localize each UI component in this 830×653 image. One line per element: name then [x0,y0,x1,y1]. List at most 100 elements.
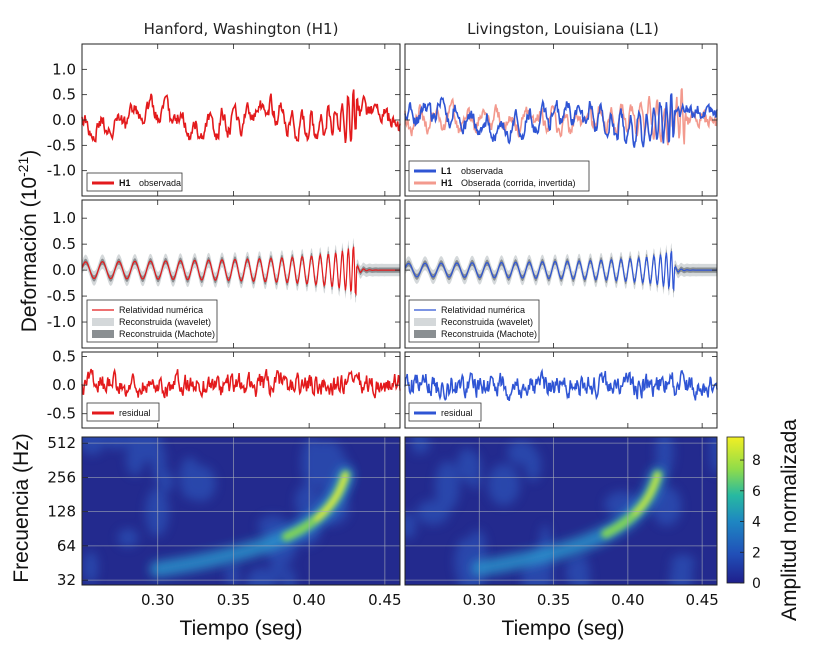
spectrogram-noise-blob-h1-2 [225,563,240,585]
spectrogram-noise-blob-h1-3 [117,528,139,548]
spectrogram-noise-blob-l1-14 [669,565,694,585]
legend-label-observed-l1-1: Obserada (corrida, invertida) [461,178,576,188]
spectrogram-noise-blob-h1-11 [82,437,107,455]
legend-swatch-reconstructed-h1-2 [92,330,114,338]
xtick-label-l1-2: 0.40 [611,591,644,609]
spectrogram-noise-blob-h1-13 [104,437,129,450]
spectrogram-ylabel: Frecuencia (Hz) [10,433,33,582]
colorbar-tick-label-1: 2 [752,545,761,561]
spectrogram-noise-blob-l1-3 [405,512,416,539]
ytick-label-r1-4: 1.0 [52,209,76,227]
col-title-h1: Hanford, Washington (H1) [144,20,339,38]
ytick-label-spectrogram-0: 32 [57,571,76,589]
spectrogram-noise-blob-h1-15 [126,441,144,476]
legend-key-observed-l1-0: L1 [441,166,452,176]
spectrogram-noise-blob-h1-9 [246,567,276,585]
legend-box-residual-l1 [408,402,482,422]
ytick-label-r0-2: 0.0 [52,111,76,129]
ytick-label-r0-1: -0.5 [47,136,76,154]
spectrogram-noise-blob-l1-23 [565,557,583,585]
legend-swatch-reconstructed-h1-1 [92,318,114,326]
spectrogram-noise-blob-l1-7 [651,486,682,526]
legend-reconstructed-l1: Relatividad numérica Reconstruida (wavele… [408,299,540,343]
ytick-label-r0-4: 1.0 [52,60,76,78]
panel-frame-r0-l1 [404,43,718,197]
legend-observed-h1: H1 observada [86,172,183,192]
legend-label-reconstructed-l1-0: Relatividad numérica [441,305,525,315]
legend-label-reconstructed-h1-0: Relatividad numérica [119,305,203,315]
spectrogram-chirp-peak-l1 [633,472,660,516]
ytick-label-r1-2: 0.0 [52,261,76,279]
legend-box-observed-l1 [408,160,590,192]
series-numerical-relativity-h1 [81,246,400,297]
ytick-label-r1-0: -1.0 [47,313,76,331]
colorbar-tick-label-2: 4 [752,515,761,531]
spectrogram-noise-blob-l1-24 [468,452,482,490]
xlabel-right: Tiempo (seg) [502,617,625,640]
panel-frame-r2-l1 [404,351,718,429]
panel-frame-r3-h1 [81,436,401,586]
spectrogram-noise-blob-l1-9 [487,463,520,506]
legend-residual-l1: residual [408,402,482,422]
spectrogram-noise-blob-l1-18 [411,437,425,455]
legend-key-observed-h1-0: H1 [119,178,131,188]
ytick-label-spectrogram-3: 256 [47,468,76,486]
ytick-label-r2-1: 0.0 [52,376,76,394]
legend-box-residual-h1 [86,402,160,422]
panel-frame-r1-h1 [81,199,401,349]
legend-residual-h1: residual [86,402,160,422]
ytick-label-r1-3: 0.5 [52,235,76,253]
legend-label-reconstructed-l1-1: Reconstruida (wavelet) [441,317,533,327]
xtick-label-h1-1: 0.35 [217,591,250,609]
colorbar-tick-label-3: 6 [752,484,761,500]
legend-label-residual-l1-0: residual [441,408,473,418]
legend-label-observed-l1-0: observada [461,166,503,176]
colorbar-tick-label-4: 8 [752,453,761,469]
spectrogram-noise-blob-l1-25 [435,461,460,511]
legend-label-reconstructed-h1-1: Reconstruida (wavelet) [119,317,211,327]
xtick-label-h1-3: 0.45 [368,591,401,609]
ytick-label-r0-3: 0.5 [52,86,76,104]
ytick-label-r0-0: -1.0 [47,162,76,180]
xtick-label-l1-0: 0.30 [463,591,496,609]
panel-frame-r3-l1 [404,436,718,586]
spectrogram-noise-blob-h1-23 [301,437,323,488]
colorbar-label: Amplitud normalizada [778,419,801,621]
panel-frame-r1-l1 [404,199,718,349]
spectrogram-noise-blob-h1-25 [145,487,169,537]
panel-frame-r2-h1 [81,351,401,429]
legend-label-reconstructed-l1-2: Reconstruida (Machote) [441,329,537,339]
ytick-label-spectrogram-4: 512 [47,434,76,452]
spectrogram-chirp-peak-h1 [314,472,348,521]
spectrogram-noise-blob-h1-20 [159,470,174,493]
spectrogram-h1 [82,437,400,585]
spectrogram-noise-blob-l1-4 [710,437,717,475]
legend-swatch-reconstructed-l1-2 [414,330,436,338]
series-residual-l1 [404,368,718,402]
shared-ylabel: Deformación (10-21) [15,150,41,332]
series-numerical-relativity-l1 [404,251,717,292]
legend-label-reconstructed-h1-2: Reconstruida (Machote) [119,329,215,339]
xtick-label-h1-0: 0.30 [141,591,174,609]
ytick-label-r1-1: -0.5 [47,287,76,305]
series-h1-shifted-inverted-line [404,88,718,146]
ytick-label-spectrogram-1: 64 [57,537,76,555]
legend-swatch-reconstructed-l1-1 [414,318,436,326]
spectrogram-noise-blob-l1-17 [507,440,536,465]
spectrogram-chirp-core-l1 [601,470,663,539]
ytick-label-r2-2: 0.5 [52,348,76,366]
spectrogram-noise-blob-h1-24 [185,465,216,502]
colorbar-gradient [726,436,745,584]
spectrogram-noise-blob-l1-22 [454,538,478,585]
spectrogram-noise-blob-h1-10 [151,442,166,483]
spectrogram-l1 [405,437,717,585]
spectrogram-noise-blob-l1-6 [655,437,674,476]
xtick-label-l1-3: 0.45 [685,591,718,609]
legend-label-observed-h1-0: observada [139,178,181,188]
spectrogram-chirp-core-h1 [281,470,350,542]
spectrogram-noise-blob-h1-14 [83,551,99,584]
legend-label-residual-h1-0: residual [119,408,151,418]
colorbar-tick-label-0: 0 [752,576,761,592]
xlabel-left: Tiempo (seg) [180,617,303,640]
